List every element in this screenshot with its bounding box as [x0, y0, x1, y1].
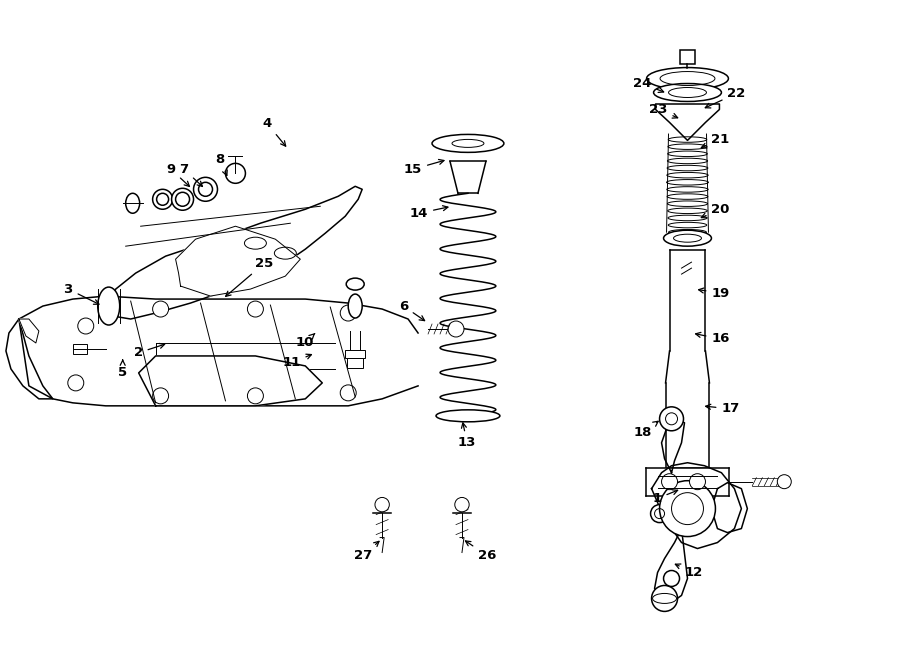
Ellipse shape: [98, 287, 120, 325]
Text: 26: 26: [465, 541, 496, 562]
Polygon shape: [645, 468, 729, 496]
Polygon shape: [652, 463, 742, 549]
Circle shape: [248, 388, 264, 404]
Polygon shape: [711, 483, 747, 533]
Circle shape: [153, 301, 168, 317]
Text: 14: 14: [410, 206, 448, 219]
Text: 22: 22: [706, 87, 746, 108]
Circle shape: [671, 492, 704, 525]
Polygon shape: [665, 351, 709, 383]
Polygon shape: [655, 104, 719, 140]
Circle shape: [194, 177, 218, 201]
Ellipse shape: [452, 139, 484, 147]
Text: 5: 5: [118, 360, 127, 379]
Circle shape: [662, 474, 678, 490]
Ellipse shape: [245, 237, 266, 249]
Circle shape: [660, 481, 716, 537]
Text: 13: 13: [458, 423, 476, 449]
Text: 20: 20: [701, 203, 730, 218]
Ellipse shape: [274, 247, 296, 259]
Polygon shape: [662, 419, 685, 473]
Text: 23: 23: [649, 103, 678, 118]
Text: 24: 24: [634, 77, 663, 93]
Circle shape: [663, 570, 680, 586]
Polygon shape: [665, 383, 709, 468]
Circle shape: [660, 407, 683, 431]
Text: 1: 1: [652, 490, 678, 505]
Polygon shape: [19, 319, 39, 343]
Ellipse shape: [653, 83, 722, 102]
Text: 16: 16: [696, 332, 730, 346]
Text: 15: 15: [404, 159, 444, 176]
Text: 6: 6: [399, 299, 425, 321]
Circle shape: [375, 498, 390, 512]
Circle shape: [448, 321, 464, 337]
Text: 27: 27: [354, 541, 379, 562]
Text: 10: 10: [295, 334, 315, 350]
Text: 4: 4: [263, 117, 285, 146]
Bar: [73, 344, 86, 354]
Text: 18: 18: [634, 421, 658, 440]
Ellipse shape: [348, 294, 362, 318]
Circle shape: [226, 163, 246, 183]
Circle shape: [651, 504, 669, 523]
Ellipse shape: [646, 67, 728, 89]
Polygon shape: [6, 319, 53, 399]
Circle shape: [652, 586, 678, 611]
Text: 12: 12: [675, 564, 703, 579]
Polygon shape: [670, 250, 706, 351]
Ellipse shape: [436, 410, 500, 422]
Polygon shape: [176, 226, 301, 296]
Circle shape: [454, 498, 469, 512]
Circle shape: [153, 189, 173, 210]
Text: 19: 19: [698, 287, 730, 299]
Circle shape: [340, 385, 356, 401]
Polygon shape: [139, 356, 322, 406]
Text: 7: 7: [179, 163, 203, 186]
Text: 8: 8: [215, 153, 227, 175]
Text: 25: 25: [226, 256, 274, 296]
Bar: [680, 50, 696, 63]
Ellipse shape: [663, 230, 711, 246]
Bar: [346, 350, 365, 358]
Circle shape: [340, 305, 356, 321]
Ellipse shape: [673, 234, 701, 242]
Ellipse shape: [669, 87, 707, 97]
Text: 11: 11: [283, 354, 311, 369]
Circle shape: [68, 375, 84, 391]
Circle shape: [778, 475, 791, 488]
Polygon shape: [654, 529, 688, 602]
Text: 2: 2: [133, 344, 165, 360]
Ellipse shape: [432, 134, 504, 153]
Text: 21: 21: [701, 133, 730, 148]
Text: 3: 3: [64, 283, 99, 304]
Polygon shape: [105, 186, 362, 319]
Circle shape: [172, 188, 194, 210]
Circle shape: [248, 301, 264, 317]
Circle shape: [77, 318, 94, 334]
Ellipse shape: [346, 278, 364, 290]
Bar: [347, 358, 364, 368]
Polygon shape: [450, 161, 486, 193]
Ellipse shape: [126, 193, 140, 214]
Circle shape: [153, 388, 168, 404]
Polygon shape: [19, 296, 418, 406]
Text: 9: 9: [166, 163, 190, 186]
Circle shape: [689, 474, 706, 490]
Text: 17: 17: [706, 403, 740, 415]
